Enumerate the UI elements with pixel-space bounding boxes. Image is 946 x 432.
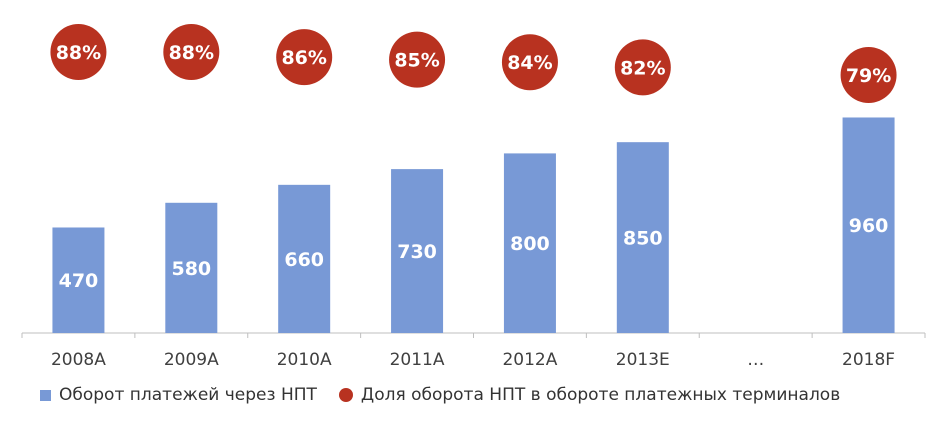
legend: Оборот платежей через НПТ Доля оборота Н… [40, 385, 862, 405]
share-dot-label: 88% [169, 42, 214, 64]
share-dot [501, 34, 558, 91]
bar-value-label: 730 [397, 241, 437, 263]
share-dot [276, 29, 333, 86]
bar [842, 117, 895, 333]
legend-label-bar: Оборот платежей через НПТ [59, 385, 317, 405]
bar [391, 169, 444, 333]
x-tick-label: 2013E [616, 350, 670, 370]
share-dot-label: 79% [846, 65, 891, 87]
bar-value-label: 960 [849, 215, 889, 237]
bar-value-label: 580 [171, 258, 211, 280]
x-tick-label: 2008A [51, 350, 106, 370]
share-dot-label: 84% [507, 52, 552, 74]
bar-value-label: 470 [59, 270, 99, 292]
x-tick-label: 2009A [164, 350, 219, 370]
bar-value-label: 850 [623, 228, 663, 250]
legend-swatch-dot [338, 388, 353, 402]
bar [278, 184, 331, 333]
share-dot [614, 39, 671, 96]
bar [503, 153, 556, 333]
legend-swatch-bar [40, 389, 51, 401]
x-tick-label: 2010A [277, 350, 332, 370]
share-dot-label: 85% [394, 50, 439, 72]
bar-value-label: 800 [510, 233, 550, 255]
bar-value-label: 660 [284, 249, 324, 271]
legend-item-dot: Доля оборота НПТ в обороте платежных тер… [338, 385, 841, 405]
share-dot [389, 31, 446, 88]
chart-svg: 2008A 470 88% 2009A 580 88% 2010A 660 86% 2011A 73… [21, 24, 926, 370]
bar [616, 142, 669, 333]
x-tick-label: 2011A [390, 350, 445, 370]
legend-item-bar: Оборот платежей через НПТ [40, 385, 317, 405]
x-tick-label: … [747, 350, 764, 370]
share-dot [840, 47, 897, 103]
x-tick-label: 2012A [502, 350, 557, 370]
share-dot [50, 24, 107, 80]
share-dot-label: 86% [281, 47, 326, 69]
bar [52, 227, 105, 333]
bar [165, 202, 218, 333]
share-dot-label: 82% [620, 57, 665, 79]
share-dot [163, 24, 220, 80]
legend-label-dot: Доля оборота НПТ в обороте платежных тер… [360, 385, 841, 405]
share-dot-label: 88% [56, 42, 101, 64]
x-tick-label: 2018F [842, 350, 895, 370]
